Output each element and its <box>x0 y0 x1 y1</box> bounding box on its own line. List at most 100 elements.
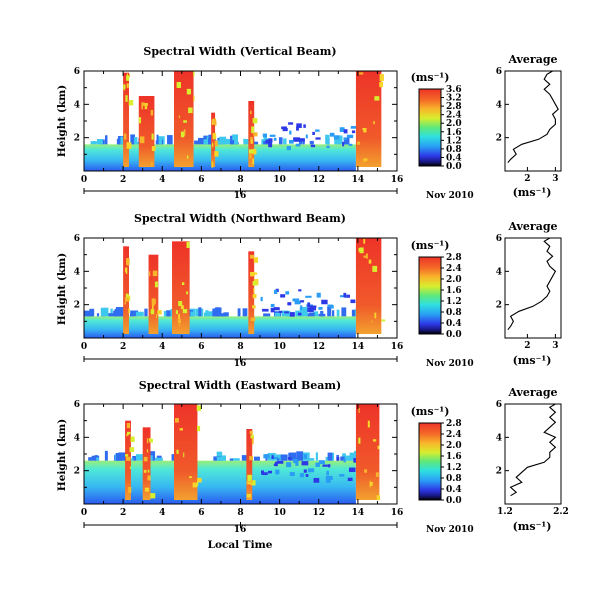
echo-cell <box>347 477 353 482</box>
background-cell <box>197 137 205 145</box>
echo-cell <box>288 122 294 125</box>
x-tick-label: 4 <box>159 342 165 352</box>
hot-band-cell <box>253 132 258 137</box>
y-axis-label: Height (km) <box>56 253 68 325</box>
background-cell <box>90 141 97 145</box>
hot-band-cell <box>363 255 368 258</box>
hot-band-cell <box>150 109 154 116</box>
background-cell <box>298 141 302 145</box>
echo-cell <box>343 129 348 134</box>
y-tick-label: 6 <box>74 234 80 244</box>
echo-cell <box>309 305 317 311</box>
echo-cell <box>280 294 286 298</box>
hot-band-cell <box>125 293 129 298</box>
x-tick-label: 14 <box>352 342 365 352</box>
hot-band-cell <box>152 300 156 306</box>
colorbar-tick-label: 0.4 <box>446 319 462 329</box>
background-cell <box>88 457 92 461</box>
hot-band-cell <box>366 253 368 259</box>
hot-band-cell <box>379 74 384 81</box>
average-line <box>507 237 557 331</box>
hot-band-cell <box>212 132 217 140</box>
colorbar-unit: (ms⁻¹) <box>411 71 450 84</box>
echo-cell <box>274 461 278 467</box>
echo-cell <box>348 467 356 473</box>
hot-band-cell <box>250 139 253 144</box>
average-y-tick-label: 4 <box>496 433 502 443</box>
background-cell <box>203 141 212 145</box>
colorbar-tick-label: 1.6 <box>446 286 462 296</box>
echo-cell <box>286 145 291 151</box>
hot-band-cell <box>178 115 181 119</box>
hot-band <box>142 427 151 500</box>
echo-cell <box>339 127 345 132</box>
x-tick-label: 14 <box>352 175 365 185</box>
colorbar-tick-label: 1.2 <box>446 297 462 307</box>
echo-cell <box>284 311 289 314</box>
hot-band-cell <box>143 456 148 462</box>
average-profile: 2 4 6 1.2 2.2 <box>496 400 569 517</box>
colorbar-tick-label: 0.0 <box>446 330 462 340</box>
average-x-tick-label: 1.2 <box>497 507 513 517</box>
hot-band-cell <box>246 481 249 485</box>
hot-band <box>123 246 129 334</box>
hot-band <box>123 72 129 167</box>
hot-band-cell <box>130 436 135 443</box>
echo-cell <box>269 134 276 137</box>
echo-cell <box>325 475 333 480</box>
average-y-tick-label: 2 <box>496 467 502 477</box>
hot-band-cell <box>126 434 129 437</box>
background-cell <box>325 134 330 145</box>
average-x-tick-label: 2.2 <box>553 507 569 517</box>
echo-cell <box>289 130 292 135</box>
colorbar-tick-label: 0.0 <box>446 496 462 506</box>
y-tick-label: 4 <box>74 267 80 277</box>
background-cell <box>289 452 297 461</box>
hot-band-cell <box>186 241 190 248</box>
echo-cell <box>263 454 270 459</box>
colorbar-tick-label: 2.4 <box>446 111 462 121</box>
average-profile: 2 4 6 2 3 <box>496 67 562 184</box>
hot-band-cell <box>177 319 182 324</box>
echo-cell <box>303 454 308 459</box>
echo-cell <box>298 138 305 142</box>
hot-band-cell <box>124 297 129 302</box>
echo-cell <box>308 468 315 473</box>
hot-band-cell <box>126 75 130 81</box>
background-cell <box>104 135 108 145</box>
hot-band-cell <box>248 149 254 154</box>
hot-band-cell <box>374 312 377 319</box>
hot-band-cell <box>125 267 127 273</box>
colorbar-tick-label: 0.8 <box>446 474 462 484</box>
background-cell <box>274 312 281 317</box>
hot-band-cell <box>372 439 377 442</box>
average-title: Average <box>507 53 557 66</box>
background-cell <box>223 312 229 317</box>
echo-cell <box>300 300 305 303</box>
echo-cell <box>342 141 345 147</box>
hot-band <box>246 429 253 500</box>
background-cell <box>104 450 108 461</box>
hot-band-cell <box>251 437 254 445</box>
panel-title: Spectral Width (Eastward Beam) <box>139 379 341 392</box>
y-tick-label: 6 <box>74 400 80 410</box>
background-cell <box>229 458 234 461</box>
echo-cell <box>262 133 267 138</box>
colorbar: 0.00.40.81.21.62.02.42.8 <box>418 253 462 340</box>
echo-cell <box>268 138 273 143</box>
y-tick-label: 4 <box>74 433 80 443</box>
background-cell <box>203 312 210 317</box>
hot-band-cell <box>157 310 162 315</box>
background-cell <box>232 458 240 461</box>
hot-band-cell <box>144 487 150 492</box>
echo-cell <box>351 130 356 134</box>
hot-band-cell <box>186 155 189 159</box>
colorbar-tick-label: 2.4 <box>446 430 462 440</box>
echo-cell <box>339 474 345 477</box>
colorbar-tick-label: 1.6 <box>446 128 462 138</box>
date-label: Nov 2010 <box>426 191 474 201</box>
average-unit: (ms⁻¹) <box>513 354 552 367</box>
echo-cell <box>339 295 347 298</box>
hot-band-cell <box>197 425 201 432</box>
